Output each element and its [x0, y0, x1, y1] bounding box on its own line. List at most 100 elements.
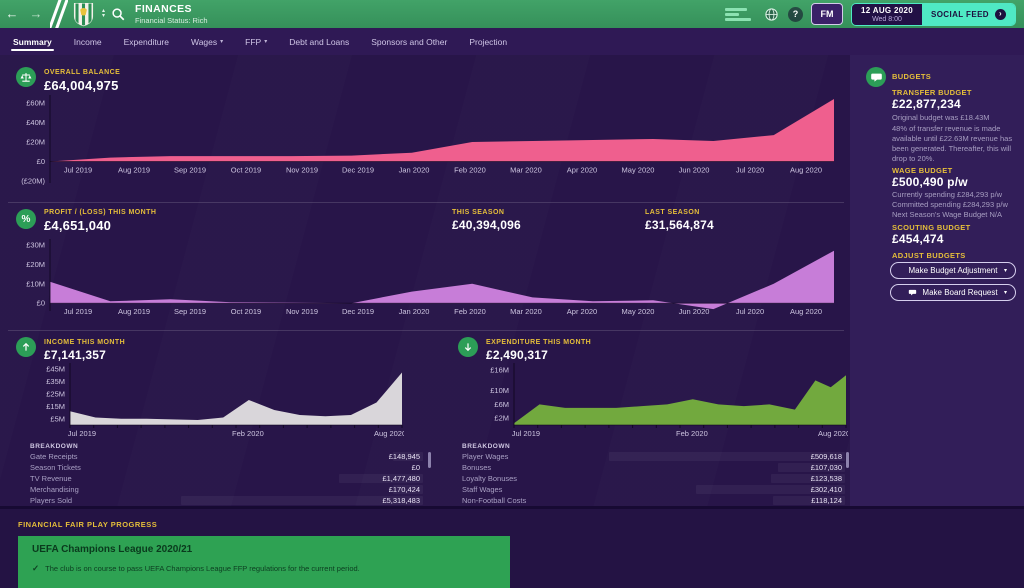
breakdown-item-label: Non-Football Costs — [462, 496, 527, 505]
tab-sponsors-and-other[interactable]: Sponsors and Other — [360, 28, 458, 55]
value-bar — [777, 463, 845, 472]
svg-text:Aug 2020: Aug 2020 — [374, 429, 404, 438]
breakdown-row[interactable]: Players Sold £5,318,483 — [30, 495, 423, 506]
tab-wages[interactable]: Wages ▾ — [180, 28, 234, 55]
svg-text:£2M: £2M — [494, 414, 509, 423]
breakdown-item-value: £107,030 — [810, 463, 842, 472]
breakdown-item-value: £302,410 — [810, 485, 842, 494]
income-chart: £45M £35M £25M £15M £5M Jul 2019 Feb 2020 Aug 2… — [8, 361, 406, 439]
header-divider — [50, 0, 68, 28]
breakdown-row[interactable]: Season Tickets £0 — [30, 462, 420, 473]
make-budget-adjustment-button[interactable]: Make Budget Adjustment ▾ — [890, 262, 1016, 279]
page-title: FINANCES — [135, 3, 192, 15]
last-season-stat: LAST SEASON £31,564,874 — [645, 209, 714, 232]
social-feed-button[interactable]: SOCIAL FEED › — [921, 3, 1015, 25]
svg-text:May 2020: May 2020 — [622, 307, 655, 316]
breakdown-item-value: £118,124 — [811, 496, 842, 505]
chevron-down-icon: ▾ — [264, 39, 268, 45]
search-icon[interactable] — [110, 6, 127, 23]
tab-income[interactable]: Income — [63, 28, 113, 55]
club-badge[interactable] — [73, 2, 94, 27]
breakdown-item-value: £170,424 — [388, 485, 420, 494]
svg-text:£15M: £15M — [46, 402, 65, 411]
value-bar — [772, 496, 845, 505]
svg-text:Feb 2020: Feb 2020 — [454, 166, 486, 175]
value-bar — [392, 485, 423, 494]
this-season-label: THIS SEASON — [452, 209, 505, 216]
svg-text:Aug 2020: Aug 2020 — [790, 166, 822, 175]
svg-text:Feb 2020: Feb 2020 — [454, 307, 486, 316]
tab-projection[interactable]: Projection — [458, 28, 518, 55]
percent-icon: % — [16, 209, 36, 229]
breakdown-row[interactable]: TV Revenue £1,477,480 — [30, 473, 423, 484]
check-icon: ✓ — [32, 563, 40, 573]
svg-text:£45M: £45M — [46, 364, 65, 373]
forward-button[interactable]: → — [29, 6, 43, 21]
breakdown-row[interactable]: Player Wages £509,618 — [462, 451, 845, 462]
svg-text:Jun 2020: Jun 2020 — [679, 166, 710, 175]
time-text: Wed 8:00 — [872, 15, 902, 23]
tab-label: Income — [73, 36, 102, 47]
income-column: INCOME THIS MONTH £7,141,357 £45M £35M £25… — [0, 331, 440, 506]
tab-ffp[interactable]: FFP ▾ — [234, 28, 278, 55]
value-bar — [695, 485, 845, 494]
tab-expenditure[interactable]: Expenditure — [113, 28, 180, 55]
breakdown-item-label: Loyalty Bonuses — [462, 474, 518, 483]
breakdown-item-label: Season Tickets — [30, 463, 81, 472]
income-breakdown-title: BREAKDOWN — [30, 443, 79, 450]
scouting-budget-value: £454,474 — [892, 232, 944, 246]
svg-text:Dec 2019: Dec 2019 — [342, 166, 374, 175]
make-budget-adjustment-label: Make Budget Adjustment — [908, 266, 998, 275]
breakdown-row[interactable]: Staff Wages £302,410 — [462, 484, 845, 495]
breakdown-row[interactable]: Bonuses £107,030 — [462, 462, 845, 473]
wage-note-current: Currently spending £284,293 p/w — [892, 190, 1003, 199]
tab-debt-and-loans[interactable]: Debt and Loans — [278, 28, 360, 55]
header-deco-bars — [725, 7, 752, 21]
breakdown-row[interactable]: Non-Football Costs £118,124 — [462, 495, 845, 506]
breakdown-item-label: Staff Wages — [462, 485, 503, 494]
tab-label: Projection — [469, 36, 508, 47]
continue-date[interactable]: 12 AUG 2020 Wed 8:00 — [852, 3, 922, 25]
expenditure-column: EXPENDITURE THIS MONTH £2,490,317 £16M £1… — [444, 331, 850, 506]
breakdown-row[interactable]: Merchandising £170,424 — [30, 484, 423, 495]
expenditure-list-scrollbar[interactable] — [846, 452, 849, 468]
social-feed-label: SOCIAL FEED — [930, 9, 989, 19]
breakdown-item-label: Players Sold — [30, 496, 73, 505]
tab-label: Wages — [191, 36, 218, 47]
globe-icon[interactable] — [763, 6, 780, 23]
breakdown-item-value: £509,618 — [810, 452, 842, 461]
expenditure-breakdown-title: BREAKDOWN — [462, 443, 511, 450]
ffp-status-panel[interactable]: UEFA Champions League 2020/21 ✓ The club… — [18, 536, 510, 588]
tab-label: Expenditure — [123, 36, 169, 47]
svg-text:Jul 2019: Jul 2019 — [64, 166, 92, 175]
help-icon[interactable]: ? — [788, 6, 804, 22]
balance-icon — [16, 67, 36, 87]
svg-text:£25M: £25M — [46, 389, 65, 398]
back-button[interactable]: ← — [5, 6, 19, 21]
chevron-down-icon: ▾ — [1003, 268, 1007, 274]
ffp-progress-section: FINANCIAL FAIR PLAY PROGRESS UEFA Champi… — [0, 506, 1024, 588]
svg-text:Nov 2019: Nov 2019 — [286, 166, 318, 175]
page-subtitle: Financial Status: Rich — [135, 16, 208, 25]
breakdown-item-label: Bonuses — [462, 463, 492, 472]
svg-text:Jul 2019: Jul 2019 — [64, 307, 92, 316]
svg-text:Oct 2019: Oct 2019 — [231, 307, 261, 316]
breakdown-row[interactable]: Loyalty Bonuses £123,538 — [462, 473, 845, 484]
speech-bubble-icon — [908, 288, 917, 297]
value-bar — [181, 496, 423, 505]
fm-logo-button[interactable]: FM — [811, 3, 844, 25]
wage-budget-value: £500,490 p/w — [892, 175, 968, 189]
tab-summary[interactable]: Summary — [2, 28, 63, 55]
svg-text:Sep 2019: Sep 2019 — [174, 307, 206, 316]
arrow-up-icon — [16, 337, 36, 357]
make-board-request-button[interactable]: Make Board Request ▾ — [890, 284, 1016, 301]
last-season-value: £31,564,874 — [645, 218, 714, 232]
panel-sort-chevrons[interactable]: ▴ ▾ — [102, 8, 106, 19]
breakdown-row[interactable]: Gate Receipts £148,945 — [30, 451, 423, 462]
income-list-scrollbar[interactable] — [428, 452, 431, 468]
chevron-down-icon: ▾ — [1003, 290, 1007, 296]
profit-loss-chart: £30M £20M £10M £0 Jul 2019 Aug 2019 Sep 2019 Oc… — [6, 237, 844, 323]
ffp-status-text: The club is on course to pass UEFA Champ… — [45, 564, 360, 573]
expenditure-value: £2,490,317 — [486, 348, 549, 362]
arrow-right-icon: › — [995, 8, 1006, 20]
